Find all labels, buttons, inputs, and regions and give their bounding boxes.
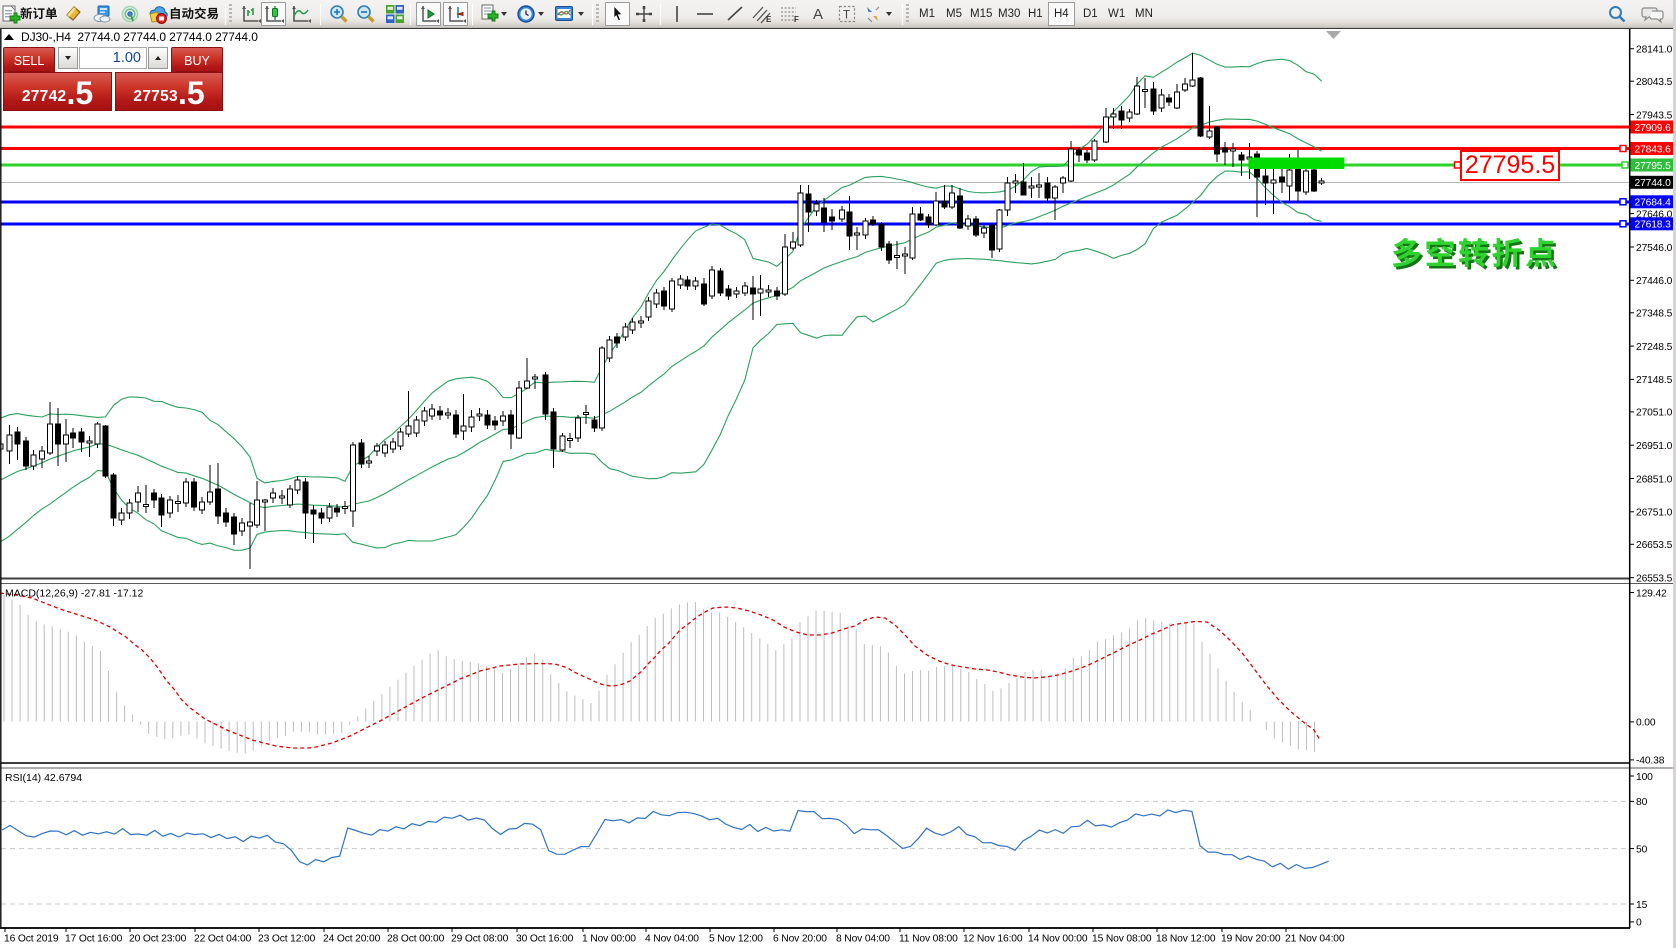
- svg-text:27618.3: 27618.3: [1635, 220, 1672, 231]
- svg-text:27446.0: 27446.0: [1636, 276, 1673, 287]
- svg-text:26851.0: 26851.0: [1636, 474, 1673, 485]
- svg-text:28141.0: 28141.0: [1636, 45, 1673, 56]
- svg-text:27909.6: 27909.6: [1635, 123, 1672, 134]
- svg-text:RSI(14) 42.6794: RSI(14) 42.6794: [5, 772, 82, 784]
- svg-text:17 Oct 16:00: 17 Oct 16:00: [65, 934, 123, 945]
- svg-text:129.42: 129.42: [1636, 588, 1667, 599]
- svg-text:F: F: [794, 15, 799, 24]
- svg-text:27248.5: 27248.5: [1636, 342, 1673, 353]
- svg-text:15: 15: [1636, 900, 1648, 911]
- svg-text:11 Nov 08:00: 11 Nov 08:00: [899, 934, 958, 945]
- svg-text:27795.5: 27795.5: [1635, 161, 1672, 172]
- svg-text:30 Oct 16:00: 30 Oct 16:00: [516, 934, 574, 945]
- svg-text:MACD(12,26,9) -27.81 -17.12: MACD(12,26,9) -27.81 -17.12: [5, 588, 143, 600]
- svg-text:27148.5: 27148.5: [1636, 375, 1673, 386]
- svg-text:26951.0: 26951.0: [1636, 441, 1673, 452]
- svg-text:0: 0: [1636, 918, 1642, 929]
- svg-text:23 Oct 12:00: 23 Oct 12:00: [258, 934, 316, 945]
- svg-text:100: 100: [1636, 772, 1653, 783]
- svg-text:-40.38: -40.38: [1636, 756, 1665, 767]
- svg-text:27348.5: 27348.5: [1636, 309, 1673, 320]
- svg-text:16 Oct 2019: 16 Oct 2019: [4, 934, 59, 945]
- svg-text:26751.0: 26751.0: [1636, 508, 1673, 519]
- svg-text:27684.4: 27684.4: [1635, 198, 1672, 209]
- svg-text:27546.0: 27546.0: [1636, 243, 1673, 254]
- svg-text:28043.5: 28043.5: [1636, 77, 1673, 88]
- svg-text:12 Nov 16:00: 12 Nov 16:00: [963, 934, 1023, 945]
- svg-text:4 Nov 04:00: 4 Nov 04:00: [645, 934, 699, 945]
- svg-text:0.00: 0.00: [1636, 718, 1656, 729]
- svg-text:5 Nov 12:00: 5 Nov 12:00: [709, 934, 763, 945]
- svg-text:50: 50: [1636, 844, 1648, 855]
- svg-text:24 Oct 20:00: 24 Oct 20:00: [323, 934, 381, 945]
- svg-text:28 Oct 00:00: 28 Oct 00:00: [387, 934, 445, 945]
- svg-text:27744.0: 27744.0: [1635, 178, 1672, 189]
- svg-text:27843.6: 27843.6: [1635, 144, 1672, 155]
- svg-text:1 Nov 00:00: 1 Nov 00:00: [582, 934, 636, 945]
- svg-text:21 Nov 04:00: 21 Nov 04:00: [1285, 934, 1345, 945]
- svg-text:27646.0: 27646.0: [1636, 209, 1673, 220]
- svg-text:15 Nov 08:00: 15 Nov 08:00: [1092, 934, 1152, 945]
- svg-text:27051.0: 27051.0: [1636, 408, 1673, 419]
- svg-text:80: 80: [1636, 797, 1648, 808]
- svg-text:26553.5: 26553.5: [1636, 574, 1673, 585]
- svg-text:E: E: [766, 15, 772, 24]
- svg-text:22 Oct 04:00: 22 Oct 04:00: [194, 934, 252, 945]
- svg-text:29 Oct 08:00: 29 Oct 08:00: [451, 934, 509, 945]
- svg-text:T: T: [843, 10, 850, 22]
- svg-text:26653.5: 26653.5: [1636, 540, 1673, 551]
- svg-text:27943.5: 27943.5: [1636, 110, 1673, 121]
- svg-text:A: A: [813, 6, 823, 23]
- svg-text:19 Nov 20:00: 19 Nov 20:00: [1221, 934, 1281, 945]
- svg-text:6 Nov 20:00: 6 Nov 20:00: [773, 934, 827, 945]
- svg-text:14 Nov 00:00: 14 Nov 00:00: [1028, 934, 1088, 945]
- svg-text:8 Nov 04:00: 8 Nov 04:00: [836, 934, 890, 945]
- svg-text:20 Oct 23:00: 20 Oct 23:00: [129, 934, 187, 945]
- svg-text:18 Nov 12:00: 18 Nov 12:00: [1156, 934, 1216, 945]
